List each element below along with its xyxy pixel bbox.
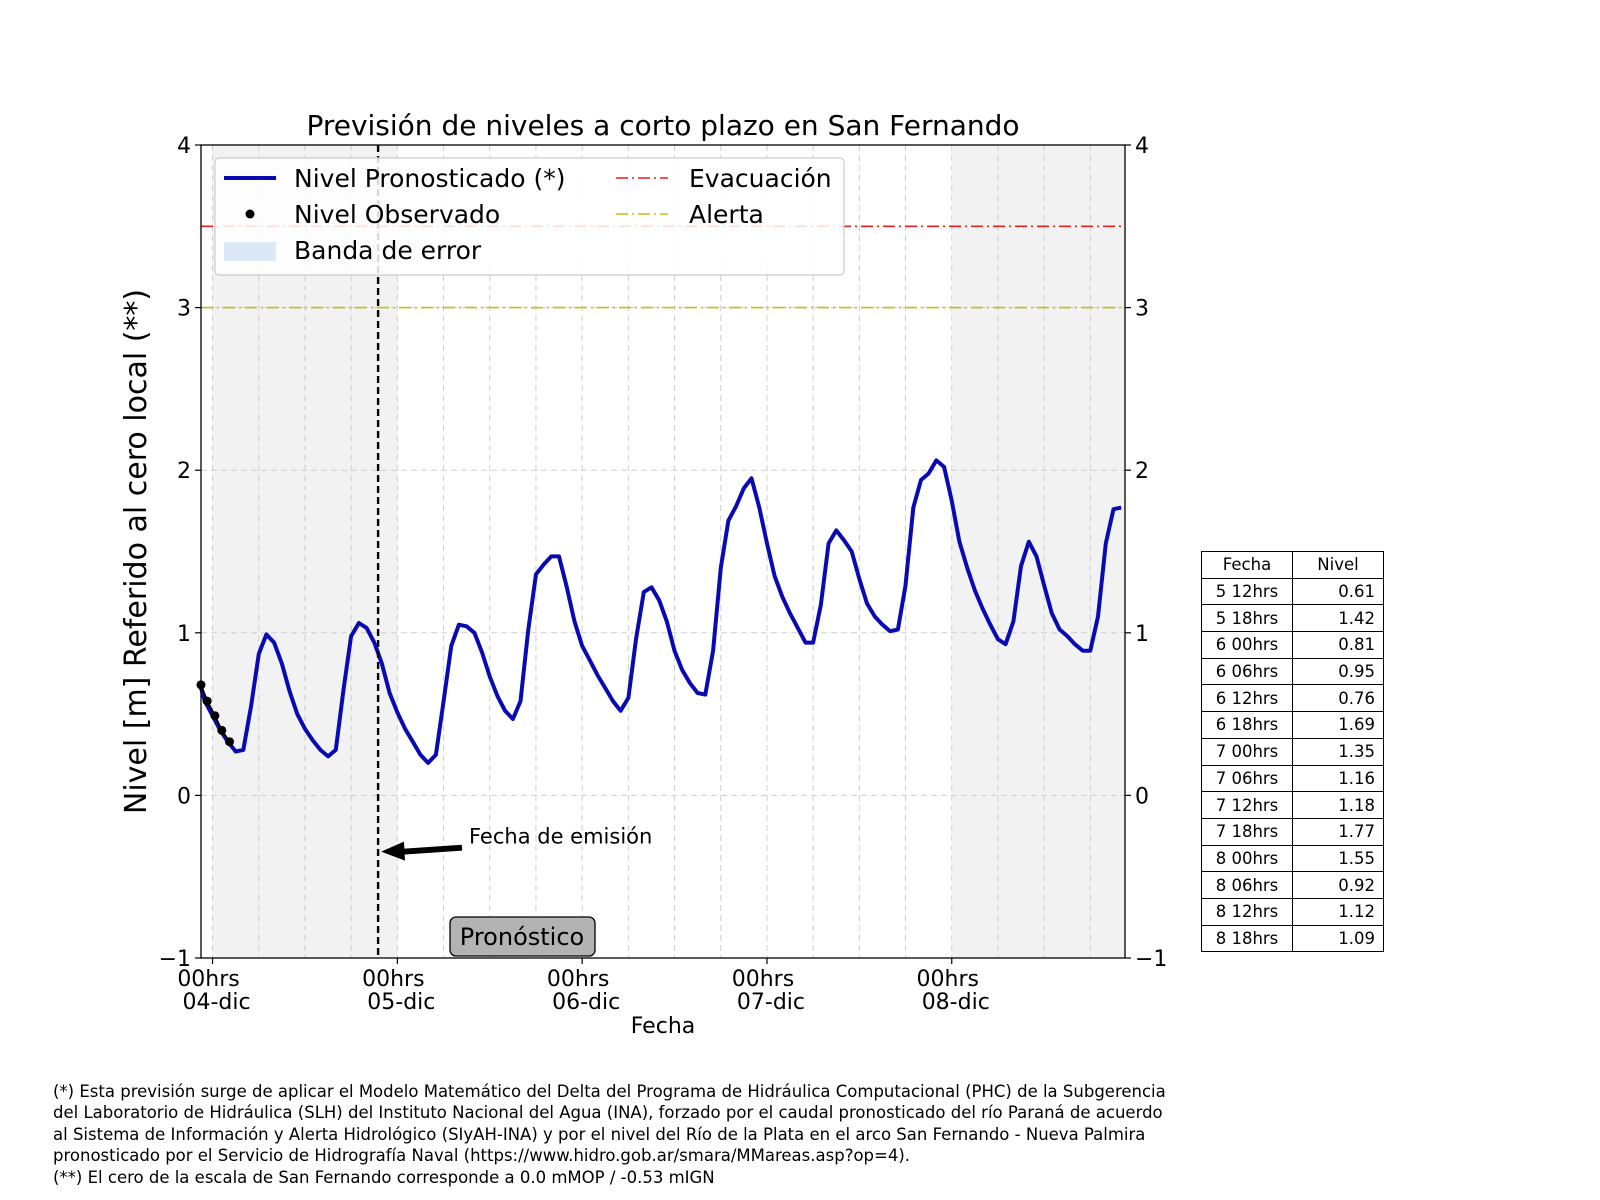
footnote-line: del Laboratorio de Hidráulica (SLH) del …	[53, 1103, 1163, 1123]
table-row: 8 06hrs 0.92	[1201, 871, 1384, 899]
table-cell-fecha: 6 00hrs	[1201, 631, 1293, 659]
table-cell-fecha: 7 06hrs	[1201, 764, 1293, 793]
table-row: 8 00hrs 1.55	[1201, 844, 1384, 873]
forecast-label-box	[449, 916, 596, 957]
observed-point	[202, 696, 212, 706]
table-row: 7 00hrs 1.35	[1201, 737, 1384, 766]
table-cell-nivel: 1.69	[1292, 711, 1384, 739]
emission-arrow-shaft	[402, 844, 463, 855]
table-cell-nivel: 1.16	[1292, 764, 1384, 793]
table-row: 5 18hrs 1.42	[1201, 604, 1384, 633]
table-cell-fecha: 6 12hrs	[1201, 684, 1293, 713]
table-cell-nivel: 0.76	[1292, 684, 1384, 713]
table-row: 7 12hrs 1.18	[1201, 791, 1384, 819]
table-cell-fecha: 5 12hrs	[1201, 577, 1293, 606]
y-tick-label-left: 3	[177, 297, 191, 322]
table-cell-fecha: 6 18hrs	[1201, 711, 1293, 739]
x-tick-label-date: 07-dic	[737, 990, 805, 1015]
level-forecast-chart: −1 −10 01 12 23 34 400hrs04-dic00hrs05-dic00hr…	[119, 109, 1167, 1039]
plot-frame	[200, 144, 1126, 959]
table-row: 8 18hrs 1.09	[1201, 924, 1384, 953]
table-header-fecha: Fecha	[1201, 551, 1293, 579]
x-tick-label-hour: 00hrs	[547, 967, 609, 992]
table-cell-fecha: 5 18hrs	[1201, 604, 1293, 633]
legend-label-alerta: Alerta	[689, 200, 764, 229]
table-cell-fecha: 7 18hrs	[1201, 817, 1293, 846]
x-tick-label-date: 05-dic	[367, 990, 435, 1015]
y-tick-label-right: 0	[1135, 784, 1149, 809]
table-row: 6 12hrs 0.76	[1201, 684, 1384, 713]
table-cell-nivel: 1.77	[1292, 817, 1384, 846]
table-cell-nivel: 0.61	[1292, 577, 1384, 606]
forecast-level-table: Fecha Nivel 5 12hrs 0.61 5 18hrs 1.42 6 00…	[1201, 551, 1384, 953]
table-row: 8 12hrs 1.12	[1201, 897, 1384, 926]
y-tick-label-right: 2	[1135, 459, 1149, 484]
forecast-label: Pronóstico	[460, 923, 584, 951]
table-row: 7 18hrs 1.77	[1201, 817, 1384, 846]
table-row: 5 12hrs 0.61	[1201, 577, 1384, 606]
x-tick-label-hour: 00hrs	[177, 967, 239, 992]
table-row: 6 06hrs 0.95	[1201, 657, 1384, 686]
legend-label-observado: Nivel Observado	[294, 200, 500, 229]
emission-label: Fecha de emisión	[469, 825, 652, 849]
observed-point	[217, 725, 227, 735]
table-cell-nivel: 1.09	[1292, 924, 1384, 953]
x-tick-label-hour: 00hrs	[362, 967, 424, 992]
y-tick-label-right: 3	[1135, 297, 1149, 322]
table-cell-nivel: 1.35	[1292, 737, 1384, 766]
legend-swatch-banda	[224, 242, 276, 261]
table-cell-nivel: 0.81	[1292, 631, 1384, 659]
legend-label-banda: Banda de error	[294, 236, 482, 265]
x-tick-label-hour: 00hrs	[732, 967, 794, 992]
table-row: 7 06hrs 1.16	[1201, 764, 1384, 793]
y-tick-label-left: −1	[159, 947, 191, 972]
legend-label-evacuacion: Evacuación	[689, 164, 832, 193]
table-cell-nivel: 1.42	[1292, 604, 1384, 633]
table-row: 6 18hrs 1.69	[1201, 711, 1384, 739]
x-tick-label-date: 04-dic	[182, 990, 250, 1015]
observed-point	[210, 711, 220, 721]
x-tick-label-date: 06-dic	[552, 990, 620, 1015]
forecast-table-container: Fecha Nivel 5 12hrs 0.61 5 18hrs 1.42 6 00…	[1201, 551, 1384, 953]
y-tick-label-right: 4	[1135, 134, 1149, 159]
y-tick-label-left: 1	[177, 622, 191, 647]
table-cell-nivel: 1.55	[1292, 844, 1384, 873]
table-header-nivel: Nivel	[1292, 551, 1384, 579]
emission-arrow-head	[381, 841, 405, 861]
table-cell-fecha: 8 18hrs	[1201, 924, 1293, 953]
y-tick-label-right: 1	[1135, 622, 1149, 647]
legend-swatch-observado	[245, 209, 255, 219]
table-cell-nivel: 0.95	[1292, 657, 1384, 686]
table-cell-nivel: 1.18	[1292, 791, 1384, 819]
night-band	[951, 145, 1125, 958]
footnote-line: al Sistema de Información y Alerta Hidro…	[53, 1124, 1146, 1144]
table-row: 6 00hrs 0.81	[1201, 631, 1384, 659]
footnote-line: pronosticado por el Servicio de Hidrogra…	[53, 1146, 911, 1166]
forecast-series-line	[199, 458, 1122, 765]
table-cell-fecha: 8 12hrs	[1201, 897, 1293, 926]
footnote: (*) Esta previsión surge de aplicar el M…	[53, 1081, 1253, 1188]
table-cell-nivel: 1.12	[1292, 897, 1384, 926]
x-tick-label-hour: 00hrs	[917, 967, 979, 992]
table-cell-fecha: 7 00hrs	[1201, 737, 1293, 766]
observed-point	[224, 737, 234, 747]
legend-label-pronosticado: Nivel Pronosticado (*)	[294, 164, 565, 193]
legend-box	[214, 157, 845, 276]
chart-title: Previsión de niveles a corto plazo en Sa…	[306, 109, 1019, 142]
y-tick-label-left: 2	[177, 459, 191, 484]
table-cell-fecha: 8 00hrs	[1201, 844, 1293, 873]
table-cell-fecha: 7 12hrs	[1201, 791, 1293, 819]
y-tick-label-left: 4	[177, 134, 191, 159]
y-tick-label-left: 0	[177, 784, 191, 809]
table-cell-fecha: 8 06hrs	[1201, 871, 1293, 899]
table-cell-nivel: 0.92	[1292, 871, 1384, 899]
y-axis-label: Nivel [m] Referido al cero local (**)	[119, 289, 154, 814]
footnote-line: (*) Esta previsión surge de aplicar el M…	[53, 1082, 1166, 1101]
y-tick-label-right: −1	[1135, 947, 1167, 972]
x-tick-label-date: 08-dic	[922, 990, 990, 1015]
x-axis-label: Fecha	[631, 1014, 696, 1039]
table-cell-fecha: 6 06hrs	[1201, 657, 1293, 686]
table-header-row: Fecha Nivel	[1201, 551, 1384, 579]
footnote-line: (**) El cero de la escala de San Fernand…	[53, 1167, 715, 1187]
